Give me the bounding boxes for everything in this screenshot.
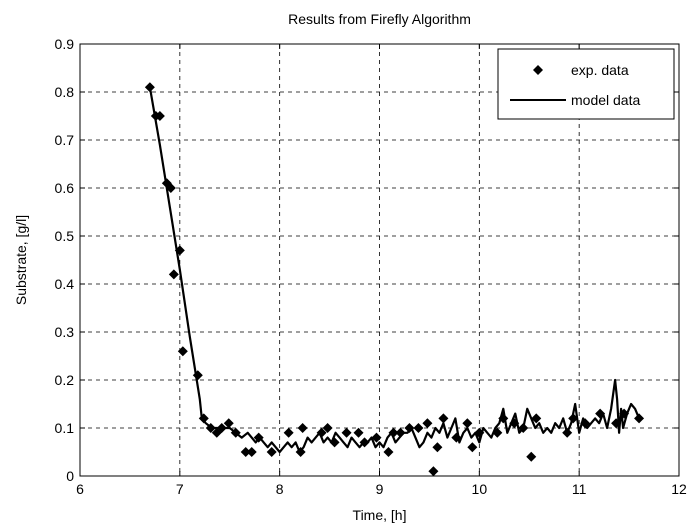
data-point-exp bbox=[341, 427, 352, 438]
data-point-exp bbox=[432, 442, 443, 453]
x-tick-label: 7 bbox=[176, 481, 184, 497]
y-tick-label: 0.1 bbox=[55, 420, 75, 436]
data-point-exp bbox=[295, 447, 306, 457]
y-tick-label: 0.2 bbox=[55, 372, 75, 388]
data-point-exp bbox=[297, 423, 308, 433]
x-axis-label: Time, [h] bbox=[353, 507, 407, 523]
data-point-exp bbox=[266, 447, 277, 457]
data-point-exp bbox=[240, 447, 251, 457]
data-point-exp bbox=[216, 423, 227, 433]
data-point-exp bbox=[353, 427, 364, 438]
data-point-exp bbox=[498, 413, 509, 424]
x-tick-label: 12 bbox=[671, 481, 687, 497]
data-point-exp bbox=[165, 183, 176, 193]
data-point-exp bbox=[580, 418, 591, 429]
data-point-exp bbox=[371, 432, 382, 443]
data-point-exp bbox=[144, 82, 155, 93]
data-point-exp bbox=[223, 418, 234, 429]
data-point-exp bbox=[230, 427, 241, 438]
data-point-exp bbox=[413, 423, 424, 433]
data-point-exp bbox=[492, 427, 503, 438]
y-tick-label: 0.3 bbox=[55, 324, 75, 340]
chart-title: Results from Firefly Algorithm bbox=[288, 11, 471, 27]
data-point-exp bbox=[422, 418, 433, 429]
x-tick-label: 9 bbox=[376, 481, 384, 497]
data-point-exp bbox=[462, 418, 473, 429]
data-point-exp bbox=[383, 447, 394, 457]
axis-ticks: 6 7 8 9 10 11 12 0 0.1 0.2 0.3 0.4 0.5 0.6 0.7 0.8 0.9 bbox=[55, 36, 687, 497]
data-point-exp bbox=[177, 346, 188, 357]
y-tick-label: 0.6 bbox=[55, 180, 75, 196]
data-point-exp bbox=[329, 437, 340, 448]
data-point-exp bbox=[518, 423, 529, 433]
data-point-exp bbox=[634, 413, 645, 424]
data-point-exp bbox=[192, 370, 203, 381]
legend-label-exp-data: exp. data bbox=[571, 62, 629, 78]
data-point-exp bbox=[404, 423, 415, 433]
data-point-exp bbox=[322, 423, 333, 433]
legend: exp. data model data bbox=[497, 48, 675, 120]
legend-label-model-data: model data bbox=[571, 92, 640, 108]
data-point-exp bbox=[205, 423, 216, 433]
data-point-exp bbox=[359, 437, 370, 448]
data-point-exp bbox=[531, 413, 542, 424]
y-tick-label: 0.8 bbox=[55, 84, 75, 100]
data-point-exp bbox=[562, 427, 573, 438]
data-point-exp bbox=[611, 418, 622, 429]
data-point-exp bbox=[198, 413, 209, 424]
y-tick-label: 0.7 bbox=[55, 132, 75, 148]
legend-box bbox=[497, 48, 675, 120]
y-tick-label: 0.9 bbox=[55, 36, 75, 52]
data-point-exp bbox=[509, 418, 520, 429]
series-model-data-line bbox=[148, 87, 641, 454]
x-tick-label: 10 bbox=[472, 481, 488, 497]
series-layer bbox=[144, 82, 645, 477]
legend-marker-symbol bbox=[533, 65, 543, 75]
data-point-exp bbox=[595, 408, 606, 419]
y-axis-label: Substrate, [g/l] bbox=[13, 215, 29, 305]
y-tick-label: 0 bbox=[66, 468, 74, 484]
data-point-exp bbox=[283, 427, 294, 438]
x-tick-label: 6 bbox=[76, 481, 84, 497]
x-tick-label: 11 bbox=[572, 481, 587, 497]
y-tick-label: 0.4 bbox=[55, 276, 75, 292]
data-point-exp bbox=[428, 466, 439, 477]
data-point-exp bbox=[619, 408, 630, 419]
y-tick-label: 0.5 bbox=[55, 228, 75, 244]
data-point-exp bbox=[438, 413, 449, 424]
data-point-exp bbox=[568, 413, 579, 424]
data-point-exp bbox=[168, 269, 179, 280]
legend-marker-exp-data bbox=[533, 65, 543, 75]
data-point-exp bbox=[474, 427, 485, 438]
data-point-exp bbox=[246, 447, 257, 457]
data-point-exp bbox=[526, 451, 537, 462]
data-point-exp bbox=[253, 432, 264, 443]
x-tick-label: 8 bbox=[276, 481, 284, 497]
data-point-exp bbox=[395, 427, 406, 438]
data-point-exp bbox=[174, 245, 185, 256]
data-point-exp bbox=[467, 442, 478, 453]
data-point-exp bbox=[154, 111, 165, 121]
data-point-exp bbox=[451, 432, 462, 443]
data-point-exp bbox=[316, 427, 327, 438]
